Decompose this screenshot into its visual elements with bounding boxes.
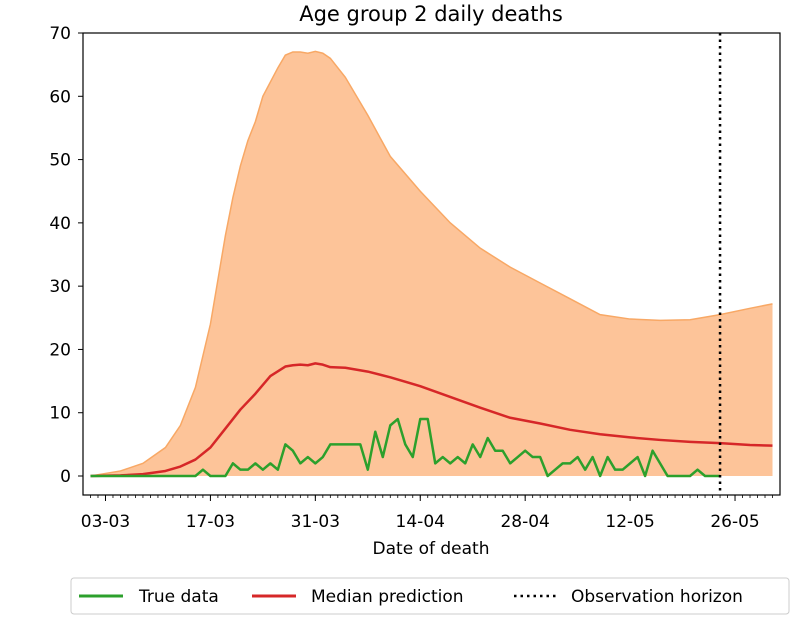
true-data-line	[90, 417, 721, 478]
plot-frame	[82, 32, 781, 496]
y-tick-label: 60	[49, 87, 71, 107]
y-tick-label: 20	[49, 340, 71, 360]
prediction-band-upper-edge	[90, 50, 773, 477]
plot-area	[90, 33, 773, 495]
x-tick-label: 14-04	[396, 512, 445, 532]
x-tick-label: 31-03	[291, 512, 340, 532]
chart-title: Age group 2 daily deaths	[299, 2, 563, 26]
legend: True data Median prediction Observation …	[70, 577, 790, 615]
x-axis: 03-03 17-03 31-03 14-04 28-04 12-05 26-05	[81, 495, 773, 532]
legend-box	[70, 577, 790, 615]
x-axis-label: Date of death	[373, 539, 490, 559]
y-tick-label: 10	[49, 404, 71, 424]
y-tick-label: 0	[60, 467, 71, 487]
legend-median-label: Median prediction	[311, 587, 464, 607]
median-prediction-line	[90, 362, 773, 478]
legend-horizon-label: Observation horizon	[571, 587, 743, 607]
y-tick-label: 40	[49, 214, 71, 234]
x-tick-label: 17-03	[186, 512, 235, 532]
x-tick-label: 03-03	[81, 512, 130, 532]
x-tick-label: 26-05	[710, 512, 759, 532]
y-tick-label: 70	[49, 24, 71, 44]
x-tick-label: 28-04	[500, 512, 549, 532]
x-tick-label: 12-05	[605, 512, 654, 532]
y-tick-label: 50	[49, 151, 71, 171]
y-axis: 0 10 20 30 40 50 60 70	[49, 24, 83, 487]
y-tick-label: 30	[49, 277, 71, 297]
prediction-band	[90, 51, 773, 477]
legend-true-data-label: True data	[138, 587, 219, 607]
